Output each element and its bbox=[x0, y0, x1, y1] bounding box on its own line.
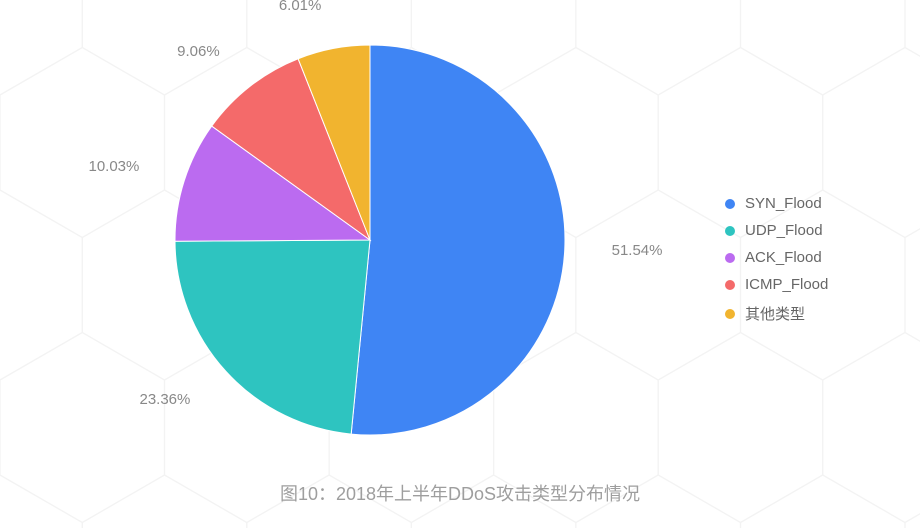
slice-label-其他类型: 6.01% bbox=[279, 0, 322, 14]
legend-dot-icon bbox=[725, 199, 735, 209]
legend: SYN_Flood UDP_Flood ACK_Flood ICMP_Flood 其他类… bbox=[725, 195, 828, 334]
legend-item-其他类型: 其他类型 bbox=[725, 303, 828, 324]
slice-SYN_Flood bbox=[351, 45, 565, 435]
legend-label: ICMP_Flood bbox=[745, 276, 828, 293]
legend-item-ACK_Flood: ACK_Flood bbox=[725, 249, 828, 266]
slice-label-ACK_Flood: 10.03% bbox=[88, 158, 139, 175]
legend-dot-icon bbox=[725, 253, 735, 263]
slice-UDP_Flood bbox=[175, 240, 370, 434]
legend-label: 其他类型 bbox=[745, 303, 805, 324]
chart-caption: 图10：2018年上半年DDoS攻击类型分布情况 bbox=[0, 480, 920, 506]
legend-item-ICMP_Flood: ICMP_Flood bbox=[725, 276, 828, 293]
legend-label: SYN_Flood bbox=[745, 195, 822, 212]
legend-dot-icon bbox=[725, 226, 735, 236]
legend-dot-icon bbox=[725, 309, 735, 319]
slice-label-ICMP_Flood: 9.06% bbox=[177, 43, 220, 60]
slice-label-SYN_Flood: 51.54% bbox=[612, 242, 663, 259]
legend-label: ACK_Flood bbox=[745, 249, 822, 266]
legend-item-SYN_Flood: SYN_Flood bbox=[725, 195, 828, 212]
slice-label-UDP_Flood: 23.36% bbox=[139, 391, 190, 408]
legend-item-UDP_Flood: UDP_Flood bbox=[725, 222, 828, 239]
legend-dot-icon bbox=[725, 280, 735, 290]
legend-label: UDP_Flood bbox=[745, 222, 823, 239]
